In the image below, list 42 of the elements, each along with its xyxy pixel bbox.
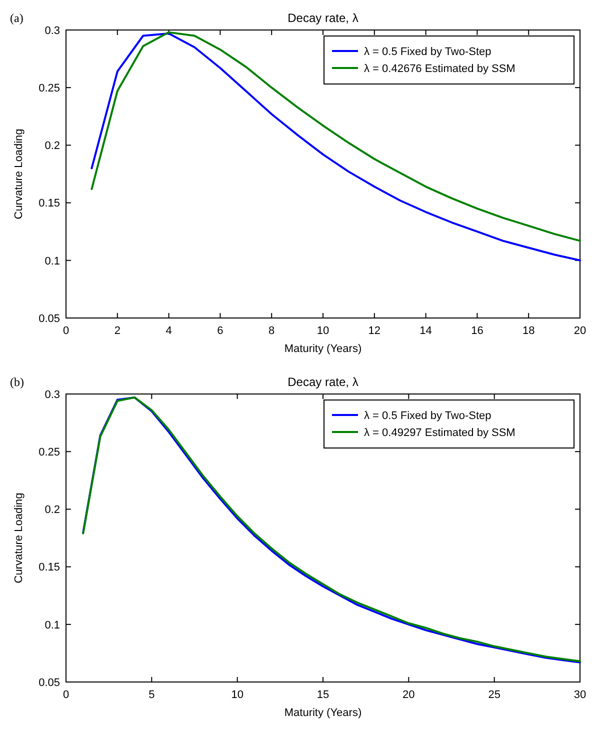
y-tick-label: 0.05	[38, 676, 60, 689]
x-tick-label: 6	[217, 325, 224, 337]
y-tick-label: 0.15	[38, 562, 60, 574]
x-tick-label: 15	[316, 689, 330, 701]
y-tick-label: 0.3	[44, 24, 60, 37]
legend-label: λ = 0.5 Fixed by Two-Step	[364, 46, 492, 58]
y-axis-title: Curvature Loading	[13, 128, 25, 220]
y-tick-label: 0.3	[44, 388, 60, 401]
x-tick-label: 20	[574, 325, 586, 337]
x-tick-label: 10	[316, 325, 330, 337]
legend-label: λ = 0.5 Fixed by Two-Step	[364, 410, 492, 422]
y-tick-label: 0.2	[44, 504, 60, 516]
y-tick-label: 0.25	[38, 82, 60, 94]
x-tick-label: 10	[231, 689, 244, 701]
x-tick-label: 8	[268, 325, 275, 337]
y-tick-label: 0.2	[44, 140, 60, 152]
x-tick-label: 12	[368, 325, 381, 337]
chart-title: Decay rate, λ	[288, 11, 358, 25]
y-tick-label: 0.25	[38, 446, 60, 458]
y-tick-label: 0.1	[44, 619, 60, 632]
text: (b)	[10, 375, 24, 389]
x-tick-label: 5	[148, 689, 155, 701]
text: (a)	[10, 11, 24, 25]
x-tick-label: 25	[488, 689, 500, 701]
x-axis-title: Maturity (Years)	[284, 707, 362, 719]
x-tick-label: 4	[166, 325, 172, 337]
x-tick-label: 0	[62, 325, 70, 337]
legend-label: λ = 0.49297 Estimated by SSM	[364, 426, 516, 439]
y-tick-label: 0.05	[38, 312, 60, 325]
x-tick-label: 20	[402, 689, 415, 701]
legend-label: λ = 0.42676 Estimated by SSM	[364, 62, 516, 75]
y-tick-label: 0.1	[44, 255, 60, 268]
x-tick-label: 2	[114, 325, 120, 337]
x-tick-label: 18	[522, 325, 535, 337]
y-tick-label: 0.15	[38, 198, 60, 210]
x-tick-label: 0	[62, 689, 70, 701]
x-axis-title: Maturity (Years)	[284, 343, 362, 355]
x-tick-label: 14	[420, 325, 432, 337]
chart-title: Decay rate, λ	[288, 375, 358, 389]
y-axis-title: Curvature Loading	[13, 492, 25, 584]
x-tick-label: 16	[471, 325, 484, 337]
x-tick-label: 30	[574, 689, 586, 701]
